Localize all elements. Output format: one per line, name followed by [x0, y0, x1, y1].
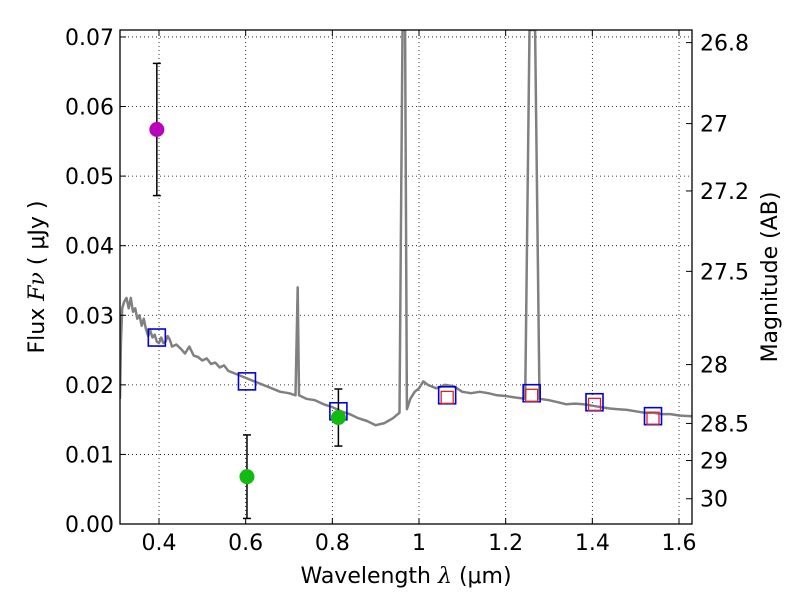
plot-contents [120, 30, 692, 520]
x-tick-label: 1.2 [488, 531, 523, 556]
observed-ir-marker [525, 388, 539, 402]
x-tick-label: 1.4 [575, 531, 610, 556]
y2-axis-label: Magnitude (AB) [758, 192, 783, 363]
observed-ir-marker [587, 397, 602, 411]
x-tick-label: 1.6 [662, 531, 697, 556]
x-tick-label: 1 [412, 531, 426, 556]
x-tick-label: 0.8 [315, 531, 350, 556]
model-photometry-marker [237, 372, 257, 391]
observed-optical-point [149, 121, 165, 137]
y-tick-label: 0.03 [65, 304, 114, 329]
y-tick-label: 0.06 [65, 96, 114, 121]
y2-tick-label: 26.8 [700, 32, 749, 57]
y2-tick-label: 30 [700, 488, 728, 513]
y2-tick-label: 28.5 [700, 412, 749, 437]
y-tick-label: 0.01 [65, 443, 114, 468]
plot-frame [119, 29, 693, 525]
axis-ticks: 0.4 0.6 0.8 1 1.2 1.4 1.6 0.00 0.01 0.02 0.03 0.04 0… [65, 26, 749, 556]
observed-optical-point [330, 410, 346, 426]
y-tick-label: 0.07 [65, 26, 114, 51]
y-tick-label: 0.05 [65, 165, 114, 190]
observed-optical-point [239, 469, 255, 485]
model-photometry-marker [147, 328, 167, 347]
y-tick-label: 0.02 [65, 374, 114, 399]
x-tick-label: 0.4 [142, 531, 177, 556]
y2-tick-label: 27.5 [700, 260, 749, 285]
x-axis-label: Wavelength λ (μm) [300, 564, 511, 589]
y-tick-label: 0.04 [65, 235, 114, 260]
y2-tick-label: 28 [700, 354, 728, 379]
sed-model-line [120, 30, 692, 427]
observed-ir-marker [646, 411, 660, 425]
y-tick-label: 0.00 [65, 513, 114, 538]
x-tick-label: 0.6 [228, 531, 263, 556]
y2-tick-label: 27 [700, 113, 728, 138]
y2-tick-label: 29 [700, 450, 728, 475]
y2-tick-label: 27.2 [700, 180, 749, 205]
y-axis-label: Flux Fν ( μJy ) [25, 200, 50, 353]
observed-ir-marker [440, 390, 454, 405]
